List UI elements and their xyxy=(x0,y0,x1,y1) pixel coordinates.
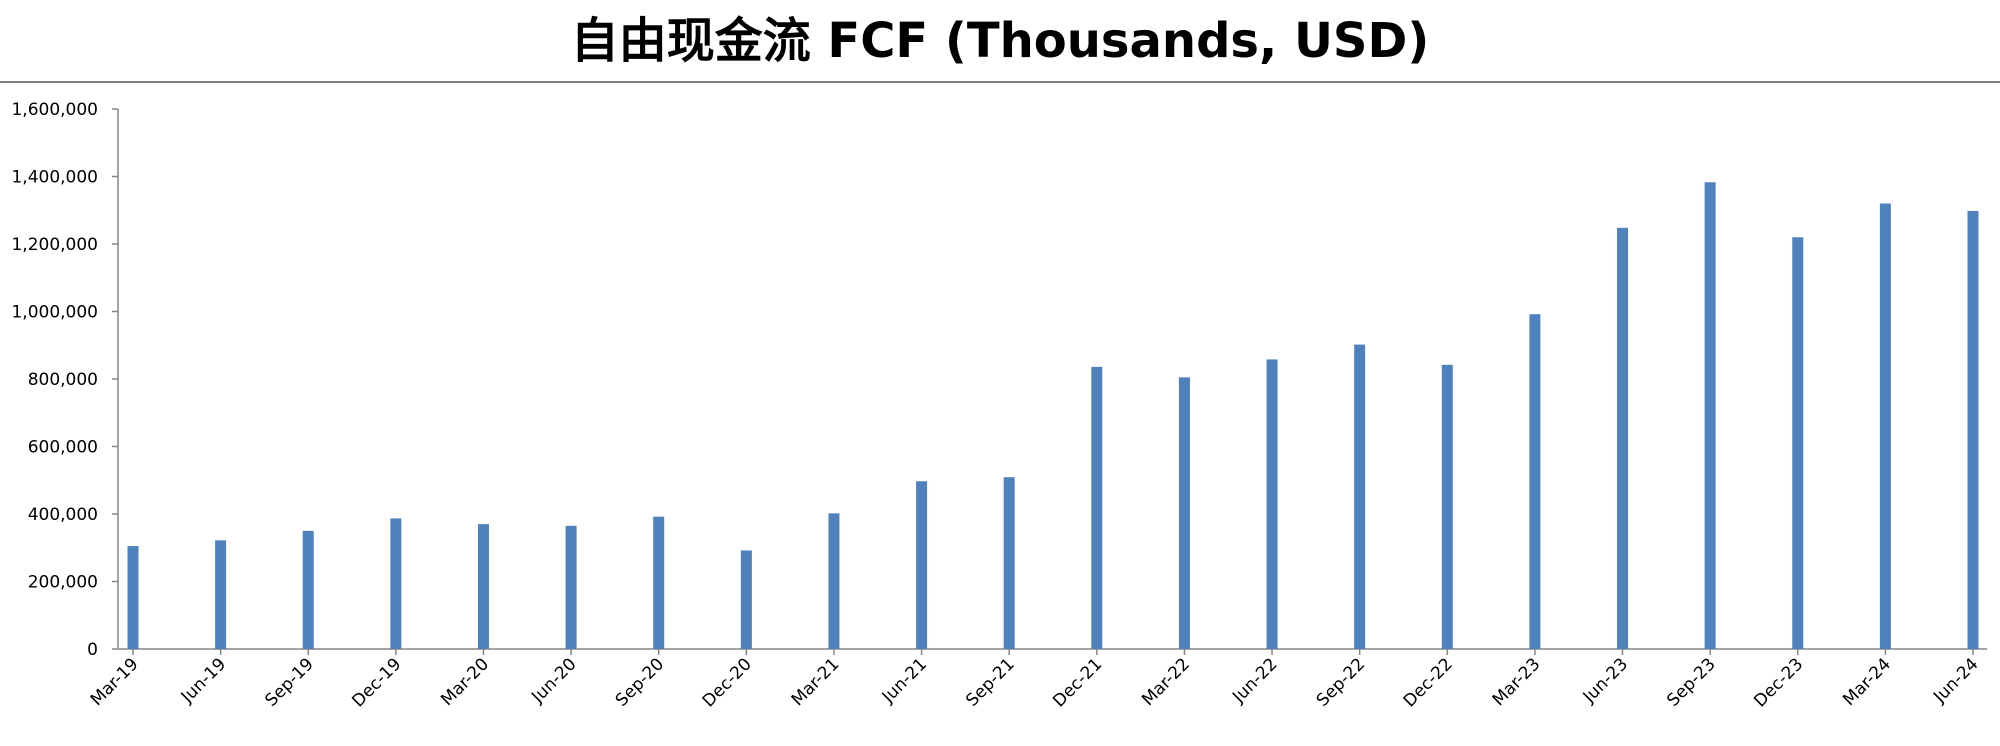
x-tick-label: Sep-20 xyxy=(612,654,668,710)
x-tick-label: Mar-22 xyxy=(1138,654,1194,710)
bar xyxy=(1441,364,1453,649)
chart-title: 自由现金流 FCF (Thousands, USD) xyxy=(570,13,1430,69)
x-tick-label: Dec-19 xyxy=(348,654,405,711)
bar xyxy=(916,481,928,649)
y-tick-label: 200,000 xyxy=(28,573,98,593)
x-tick-label: Jun-20 xyxy=(527,654,580,707)
bar xyxy=(477,524,489,649)
bar xyxy=(1178,377,1190,649)
bar xyxy=(1792,237,1804,649)
bar xyxy=(1091,366,1103,649)
bar xyxy=(127,546,139,649)
x-tick-label: Mar-23 xyxy=(1489,654,1545,710)
bar xyxy=(1967,210,1979,650)
x-tick-label: Sep-21 xyxy=(962,654,1018,710)
bar xyxy=(653,516,665,649)
x-tick-label: Mar-19 xyxy=(87,654,143,710)
bar xyxy=(1704,182,1716,650)
bar xyxy=(565,525,577,649)
bar xyxy=(1529,314,1541,649)
y-tick-label: 800,000 xyxy=(28,370,98,390)
bar xyxy=(1879,203,1891,649)
bar xyxy=(1617,227,1629,650)
bar xyxy=(740,550,752,649)
y-tick-label: 1,400,000 xyxy=(11,168,98,188)
x-tick-label: Dec-23 xyxy=(1750,654,1807,711)
x-tick-label: Sep-22 xyxy=(1313,654,1369,710)
y-axis: 0 200,000 400,000 600,000 800,000 1,000,000 1,… xyxy=(11,100,119,660)
x-tick-label: Sep-19 xyxy=(261,654,317,710)
bar xyxy=(390,518,402,649)
y-tick-label: 0 xyxy=(87,640,98,660)
y-tick-label: 1,600,000 xyxy=(11,100,98,120)
bars xyxy=(127,182,1979,650)
x-tick-label: Jun-21 xyxy=(878,654,931,707)
bar xyxy=(1266,359,1278,649)
x-tick-label: Mar-21 xyxy=(788,654,844,710)
bar xyxy=(215,540,227,649)
x-tick-label: Mar-20 xyxy=(437,654,493,710)
x-tick-label: Dec-21 xyxy=(1049,654,1106,711)
x-tick-label: Sep-23 xyxy=(1663,654,1719,710)
bar xyxy=(1354,344,1366,649)
x-tick-label: Dec-20 xyxy=(699,654,756,711)
y-tick-label: 600,000 xyxy=(28,438,98,458)
y-tick-label: 1,200,000 xyxy=(11,235,98,255)
x-tick-label: Jun-19 xyxy=(177,654,230,707)
x-tick-label: Dec-22 xyxy=(1400,654,1457,711)
x-tick-label: Jun-23 xyxy=(1579,654,1632,707)
bar xyxy=(1003,477,1015,649)
x-tick-label: Jun-22 xyxy=(1228,654,1281,707)
x-axis: Mar-19 Jun-19 Sep-19 Dec-19 Mar-20 Jun-20 Sep-… xyxy=(87,648,1987,711)
bar xyxy=(302,530,314,649)
title-divider xyxy=(0,81,2000,83)
x-tick-label: Jun-24 xyxy=(1929,654,1982,707)
y-tick-label: 1,000,000 xyxy=(11,303,98,323)
bar xyxy=(828,513,840,649)
x-tick-label: Mar-24 xyxy=(1839,654,1895,710)
y-tick-label: 400,000 xyxy=(28,505,98,525)
